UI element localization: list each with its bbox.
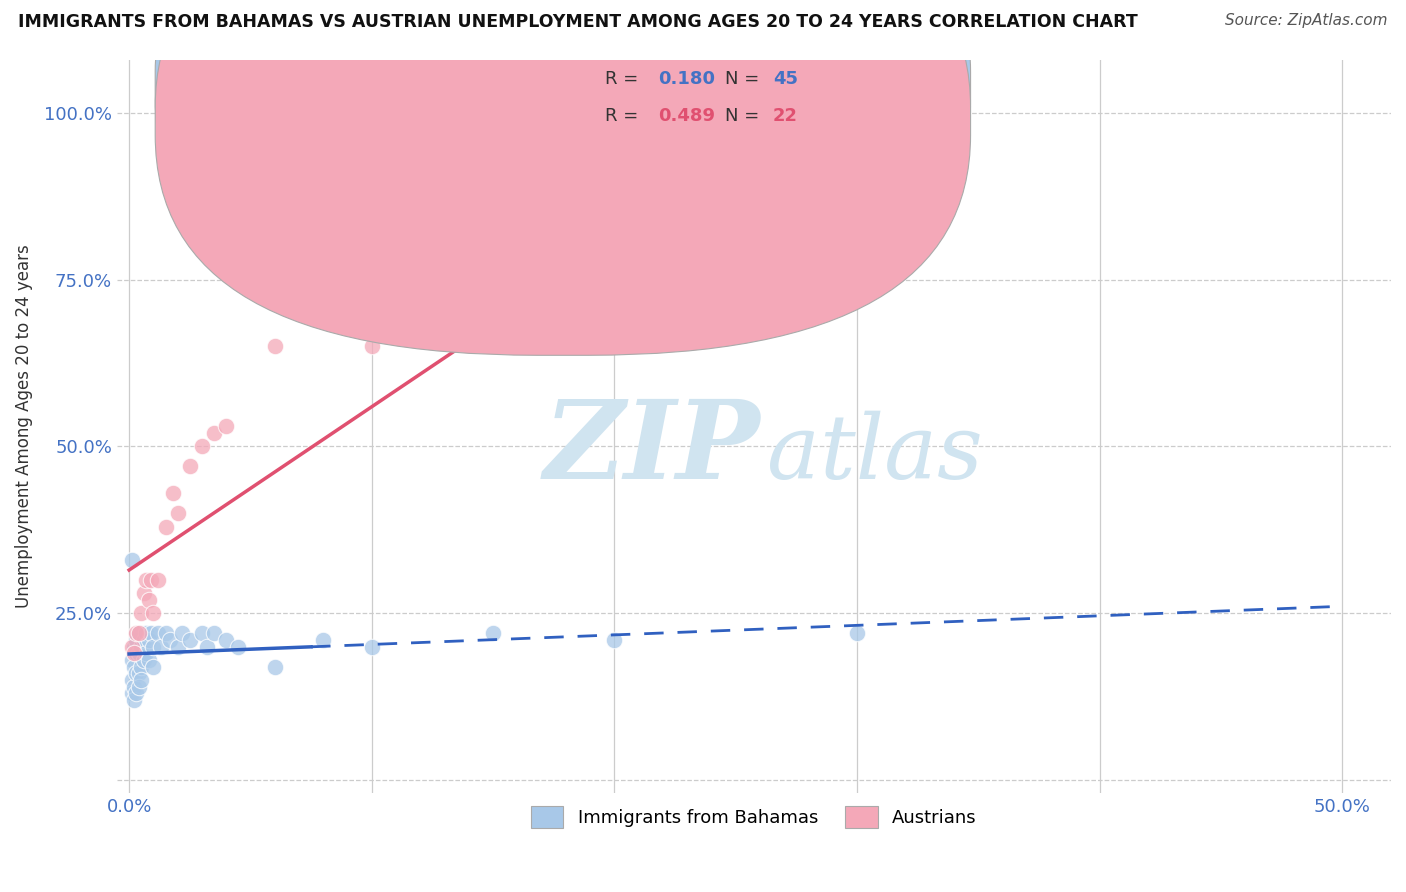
Point [179, 632, 201, 647]
Point [360, 640, 382, 654]
Point [121, 673, 143, 687]
Point [166, 506, 188, 520]
Point [263, 659, 285, 673]
Point [215, 419, 238, 434]
Point [122, 680, 145, 694]
FancyBboxPatch shape [155, 0, 970, 355]
FancyBboxPatch shape [155, 0, 970, 320]
Point [128, 646, 150, 660]
Point [122, 693, 145, 707]
Point [603, 632, 626, 647]
Point [129, 606, 152, 620]
Point [195, 640, 218, 654]
Legend: Immigrants from Bahamas, Austrians: Immigrants from Bahamas, Austrians [524, 799, 984, 836]
Point [122, 659, 145, 673]
Point [135, 573, 157, 587]
Point [129, 659, 152, 673]
Point [121, 553, 143, 567]
Point [122, 646, 145, 660]
Point [128, 666, 150, 681]
Text: 45: 45 [773, 70, 799, 88]
Text: atlas: atlas [768, 410, 983, 497]
Point [121, 653, 143, 667]
Point [122, 640, 145, 654]
Point [142, 640, 165, 654]
Point [132, 632, 155, 647]
Text: Source: ZipAtlas.com: Source: ZipAtlas.com [1225, 13, 1388, 29]
Point [215, 632, 238, 647]
Point [179, 459, 201, 474]
Point [135, 646, 157, 660]
Point [138, 593, 160, 607]
Text: 0.180: 0.180 [658, 70, 716, 88]
Point [139, 573, 162, 587]
Text: ZIP: ZIP [544, 395, 761, 502]
Point [132, 653, 155, 667]
Point [166, 640, 188, 654]
Point [129, 640, 152, 654]
Text: N =: N = [724, 70, 765, 88]
Text: 0.489: 0.489 [658, 107, 716, 125]
Point [482, 186, 505, 200]
Text: IMMIGRANTS FROM BAHAMAS VS AUSTRIAN UNEMPLOYMENT AMONG AGES 20 TO 24 YEARS CORRE: IMMIGRANTS FROM BAHAMAS VS AUSTRIAN UNEM… [18, 13, 1137, 31]
Point [846, 626, 869, 640]
Point [172, 626, 194, 640]
Point [121, 686, 143, 700]
Point [138, 653, 160, 667]
Text: N =: N = [724, 107, 765, 125]
Point [142, 606, 165, 620]
Text: R =: R = [605, 107, 644, 125]
Point [263, 339, 285, 353]
Point [125, 686, 148, 700]
Point [121, 640, 143, 654]
Point [162, 486, 184, 500]
FancyBboxPatch shape [506, 56, 862, 155]
Point [191, 440, 214, 454]
Point [125, 626, 148, 640]
Point [129, 673, 152, 687]
Point [312, 632, 335, 647]
Point [128, 626, 150, 640]
Point [148, 573, 170, 587]
Point [191, 626, 214, 640]
Point [142, 659, 165, 673]
Point [148, 626, 170, 640]
Text: R =: R = [605, 70, 644, 88]
Point [125, 666, 148, 681]
Y-axis label: Unemployment Among Ages 20 to 24 years: Unemployment Among Ages 20 to 24 years [15, 244, 32, 608]
Point [138, 632, 160, 647]
Point [226, 640, 249, 654]
Point [202, 626, 225, 640]
Point [135, 626, 157, 640]
Point [132, 586, 155, 600]
Point [149, 640, 172, 654]
Text: 22: 22 [773, 107, 799, 125]
Point [846, 212, 869, 227]
Point [128, 626, 150, 640]
Point [125, 632, 148, 647]
Point [128, 680, 150, 694]
Point [202, 426, 225, 441]
Point [360, 339, 382, 353]
Point [159, 632, 181, 647]
Point [155, 626, 177, 640]
Point [155, 519, 177, 533]
Point [125, 646, 148, 660]
Point [482, 626, 505, 640]
Point [139, 626, 162, 640]
